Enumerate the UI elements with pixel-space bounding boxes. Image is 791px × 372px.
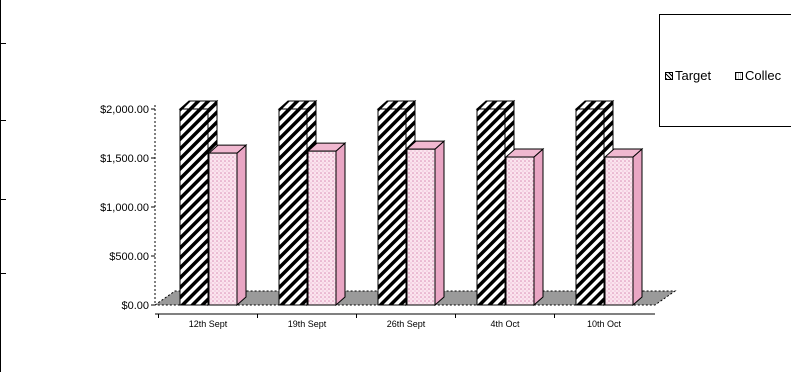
bar-front	[575, 108, 605, 306]
bar-collec-0	[207, 143, 248, 307]
bar-front	[604, 156, 634, 306]
legend-label-collected: Collec	[745, 68, 782, 83]
x-tick-label: 4th Oct	[490, 319, 520, 329]
legend: Target Collec	[659, 14, 791, 127]
y-tick-label: $1,000.00	[100, 202, 149, 214]
frame-tick	[0, 199, 6, 200]
x-tick-label: 19th Sept	[288, 319, 327, 329]
bar-front	[377, 108, 407, 306]
bar-front	[278, 108, 308, 306]
bar-collec-4	[603, 147, 644, 307]
frame-tick	[0, 43, 6, 44]
bar-front	[307, 150, 337, 306]
bar-side	[236, 143, 247, 307]
legend-swatch-collected	[735, 71, 743, 80]
bar-front	[505, 156, 535, 306]
y-tick-label: $1,500.00	[100, 153, 149, 165]
bars	[178, 99, 644, 307]
bar-front	[208, 152, 238, 306]
x-tick-label: 10th Oct	[587, 319, 622, 329]
legend-label-target: Target	[675, 68, 712, 83]
bar-front	[179, 108, 209, 306]
bar-side	[434, 140, 445, 307]
x-axis: 12th Sept 19th Sept 26th Sept 4th Oct 10th O…	[155, 313, 655, 329]
bar-collec-2	[405, 140, 446, 307]
y-tick-label: $0.00	[121, 300, 149, 312]
bar-side	[632, 147, 643, 307]
legend-swatch-target	[665, 71, 673, 80]
bar-front	[406, 148, 436, 306]
y-axis: $0.00 $500.00 $1,000.00 $1,500.00 $2,000.00	[100, 104, 156, 312]
bar-collec-3	[504, 147, 545, 307]
x-tick-label: 12th Sept	[189, 319, 228, 329]
chart-frame-left-edge	[0, 0, 1, 372]
bar-front	[476, 108, 506, 306]
frame-tick	[0, 273, 6, 274]
bar-collec-1	[306, 142, 347, 307]
y-tick-label: $500.00	[109, 251, 149, 263]
bar-side	[533, 147, 544, 307]
legend-entry-collected: Collec	[735, 68, 781, 83]
x-tick-label: 26th Sept	[387, 319, 426, 329]
bar-side	[335, 142, 346, 307]
y-tick-label: $2,000.00	[100, 104, 149, 116]
legend-entry-target: Target	[665, 68, 711, 83]
frame-tick	[0, 120, 6, 121]
